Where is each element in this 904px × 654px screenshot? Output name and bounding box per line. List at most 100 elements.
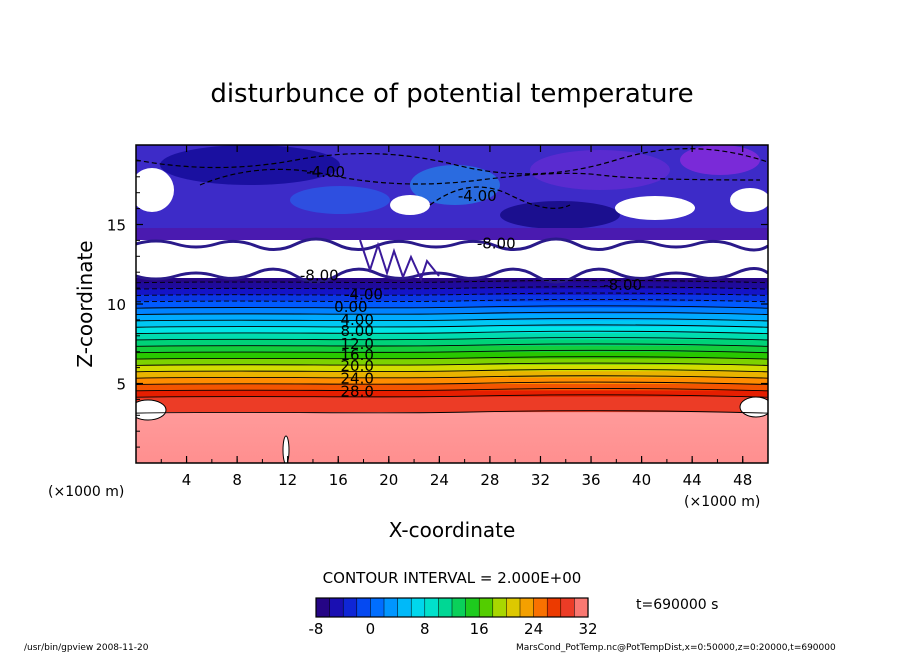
band-11 [136,332,768,340]
blank-band-edge-top [136,237,768,252]
colorbar-frame [315,597,589,618]
blob-purple-2 [680,145,760,175]
contour-labels: -4.00-4.00-8.00-8.00-8.00-4.000.004.008.… [300,163,642,400]
y-tick-label-15: 15 [107,217,126,235]
contour-lines [136,279,768,414]
contour-label-12: 24.0 [340,370,373,388]
colorbar-cell-2 [342,597,358,618]
x-tick-label-24: 24 [430,471,449,489]
white-bottom-right [739,396,768,418]
colorbar-tick-label--8: -8 [309,620,324,638]
contour-line-6 [136,368,768,373]
contour-line-18 [136,292,768,296]
band-9 [136,345,768,353]
dashed-contour-upper-1 [199,168,761,186]
colorbar-cell-11 [465,597,480,618]
band-4 [136,377,768,384]
contour-label-1: -4.00 [458,187,497,205]
white-patch-3 [615,196,695,220]
colorbar-tick-label-32: 32 [578,620,597,638]
colorbar-cell-18 [560,597,575,618]
x-axis-label: X-coordinate [389,518,516,542]
colorbar-cell-4 [370,597,385,618]
contour-line-10 [136,343,768,347]
colorbar-tick-label-24: 24 [524,620,543,638]
contour-label-13: 28.0 [340,382,373,400]
x-tick-label-36: 36 [581,471,600,489]
contour-label-5: -4.00 [344,285,383,303]
band-12 [136,326,768,334]
dashed-contour-upper-2 [136,148,768,175]
blob-purple-1 [530,150,670,190]
colorbar-ticks: -8 0 8 16 24 32 [309,620,598,638]
contour-label-6: 0.00 [334,298,367,316]
contour-label-0: -4.00 [306,163,345,181]
x-unit-left: (×1000 m) [48,484,124,500]
y-tick-label-10: 10 [107,296,126,314]
colorbar-cell-13 [492,597,507,618]
contour-line-20 [136,279,768,284]
band-6 [136,364,768,372]
colorbar-cell-10 [451,597,467,618]
colorbar-cell-5 [383,597,399,618]
colorbar-cell-3 [356,597,371,618]
x-tick-label-4: 4 [182,471,192,489]
contour-label-9: 12.0 [340,335,373,353]
band-15 [136,307,768,315]
contour-line-15 [136,311,768,315]
band-17 [136,294,768,302]
white-patch-4 [730,188,768,212]
contour-label-11: 20.0 [340,357,373,375]
colorbar-cell-17 [546,597,562,618]
contour-line-12 [136,330,768,335]
x-tick-label-44: 44 [683,471,702,489]
time-text: t=690000 s [636,597,718,613]
contour-line-16 [136,305,768,309]
colorbar-tick-label-16: 16 [470,620,489,638]
white-patch-2 [390,195,430,215]
contour-line-8 [136,356,768,360]
band-1 [136,396,768,413]
x-axis: 4 8 12 16 20 24 28 32 36 40 44 48 [160,145,752,489]
dashed-contour-upper-3 [429,186,571,209]
contour-line-9 [136,349,768,354]
blob-dark-1 [160,145,340,185]
colorbar-cell-12 [478,597,494,618]
colorbar-cell-19 [574,597,589,618]
y-axis: 5 10 15 [107,160,768,448]
band-19 [136,281,768,289]
x-tick-label-48: 48 [733,471,752,489]
contour-label-7: 4.00 [340,311,373,329]
footer-left: /usr/bin/gpview 2008-11-20 [24,643,149,653]
colorbar-cell-16 [533,597,548,618]
band-14 [136,313,768,321]
x-unit-right: (×1000 m) [684,494,760,510]
band-3 [136,383,768,391]
chart-title: disturbunce of potential temperature [210,79,693,109]
bottom-warm-layer [136,412,768,463]
band-18 [136,288,768,295]
x-tick-label-40: 40 [632,471,651,489]
contour-line-1 [136,410,768,414]
band-5 [136,370,768,378]
contour-label-2: -8.00 [477,235,516,253]
band-10 [136,338,768,346]
contour-line-4 [136,381,768,385]
band-13 [136,319,768,327]
blob-light-2 [290,186,390,214]
plot-area: -4.00-4.00-8.00-8.00-8.00-4.000.004.008.… [136,145,768,463]
contour-line-17 [136,298,768,303]
contour-line-3 [136,388,768,392]
contour-label-3: -8.00 [300,266,339,284]
blank-band-edge-bottom [136,267,768,284]
contour-line-11 [136,337,768,341]
x-tick-label-8: 8 [232,471,242,489]
band-2 [136,389,768,397]
colorbar-cell-8 [424,597,439,618]
colorbar-cell-14 [506,597,521,618]
noise-cluster [359,239,440,282]
blob-dark-2 [500,201,620,229]
colorbar-cell-15 [519,597,535,618]
contour-line-5 [136,375,768,379]
